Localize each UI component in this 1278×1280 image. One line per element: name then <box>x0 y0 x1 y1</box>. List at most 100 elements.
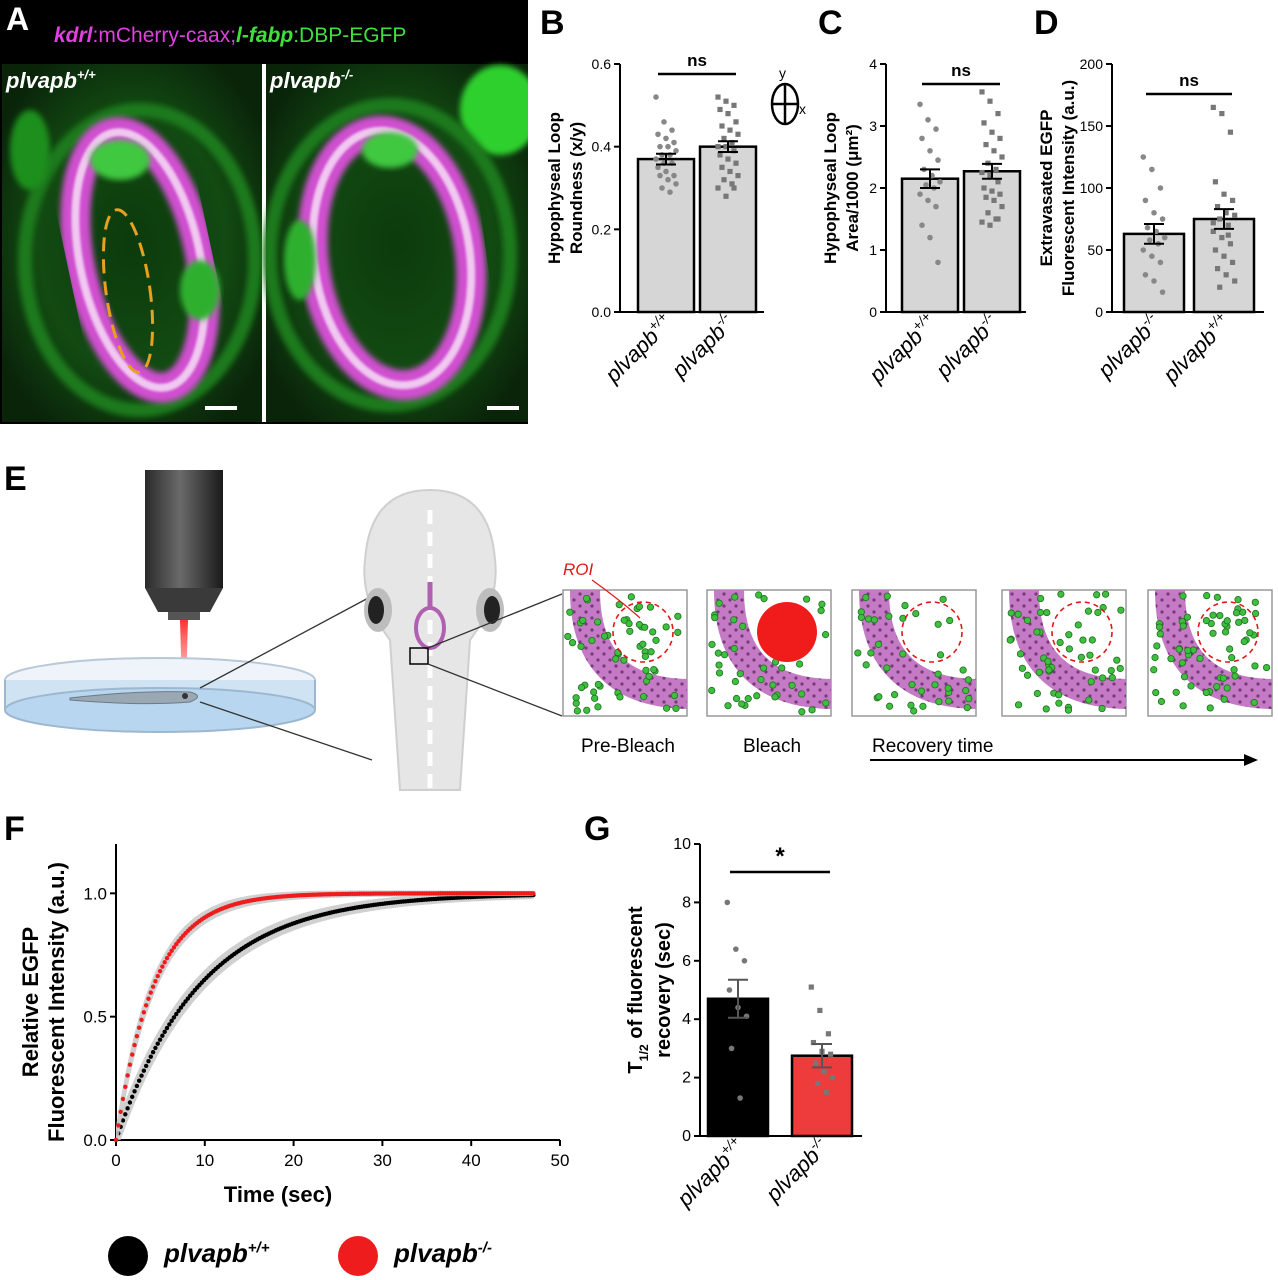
data-point <box>181 1002 186 1007</box>
data-point <box>178 1005 184 1010</box>
protein-dot <box>1087 678 1095 686</box>
protein-dot <box>724 702 732 710</box>
protein-dot <box>1152 688 1160 697</box>
protein-dot <box>1226 645 1234 653</box>
y-tick-label: 2 <box>682 1070 691 1087</box>
protein-dot <box>885 612 893 620</box>
protein-dot <box>919 702 927 710</box>
protein-dot <box>1045 666 1053 674</box>
data-point <box>817 1007 823 1014</box>
data-point <box>167 952 172 957</box>
data-point <box>118 1109 123 1114</box>
frap-content <box>564 590 687 715</box>
data-point <box>1210 220 1216 226</box>
protein-dot <box>1023 671 1032 679</box>
y-axis-label: Extravasated EGFP <box>1037 110 1056 267</box>
x-tick-label: 40 <box>462 1151 481 1170</box>
data-point <box>1159 216 1166 222</box>
data-point <box>1146 237 1153 243</box>
protein-dot <box>798 708 806 716</box>
data-point <box>143 1003 149 1008</box>
microscopy-images: A kdrl:mCherry-caax;l-fabp:DBP-EGFP plva… <box>0 0 540 424</box>
protein-dot <box>1014 701 1023 709</box>
protein-dot <box>755 591 763 599</box>
category-label: plvapb-/- <box>929 309 1003 383</box>
protein-dot <box>1179 622 1187 630</box>
data-point <box>653 94 659 100</box>
data-point <box>113 1137 119 1143</box>
protein-dot <box>1065 645 1073 653</box>
chart-b: 0.0 0.2 0.4 0.6 Hypophyseal Loop Roundness (x… <box>545 51 764 388</box>
protein-dot <box>566 608 574 616</box>
legend-label-wt: plvapb+/+ <box>164 1238 270 1268</box>
protein-dot <box>568 639 577 647</box>
data-point <box>120 1118 126 1123</box>
protein-dot <box>817 607 825 615</box>
protein-dot <box>1209 611 1217 619</box>
bar <box>706 997 770 1138</box>
y-tick-label: 0.4 <box>592 139 612 155</box>
y-tick-label: 0 <box>682 1128 691 1145</box>
protein-dot <box>753 692 761 700</box>
data-point <box>132 1089 137 1094</box>
data-point <box>985 210 991 216</box>
protein-dot <box>959 666 967 674</box>
data-point <box>997 135 1003 141</box>
protein-dot <box>901 601 909 610</box>
data-point <box>1227 241 1234 247</box>
protein-dot <box>1035 668 1043 676</box>
significance-label: ns <box>1179 71 1199 90</box>
data-point <box>1142 197 1149 204</box>
data-point <box>657 143 663 150</box>
protein-dot <box>857 613 866 622</box>
protein-dot <box>1206 704 1214 712</box>
protein-dot <box>963 704 971 712</box>
protein-dot <box>1175 645 1183 653</box>
protein-dot <box>1016 650 1025 658</box>
protein-dot <box>662 704 671 712</box>
y-axis-label: Fluorescent Intensity (a.u.) <box>44 862 69 1142</box>
protein-dot <box>757 676 765 684</box>
data-point <box>132 1042 137 1048</box>
protein-dot <box>910 707 918 715</box>
bar <box>1122 232 1186 314</box>
panel-label-f: F <box>4 810 25 848</box>
data-point <box>935 157 941 163</box>
data-point <box>160 964 165 969</box>
y-tick-label: 4 <box>682 1011 691 1028</box>
legend-marker-wt <box>108 1236 148 1276</box>
y-tick-label: 0 <box>1095 304 1103 320</box>
data-point <box>663 135 669 142</box>
y-axis-label: T1/2 of fluorescent <box>625 906 651 1074</box>
legend-label-mut: plvapb-/- <box>394 1238 492 1268</box>
protein-dot <box>1230 666 1238 674</box>
data-point <box>146 996 151 1001</box>
protein-dot <box>731 677 739 686</box>
sem-band <box>116 891 534 1140</box>
data-point <box>671 172 677 179</box>
protein-dot <box>730 644 738 653</box>
data-point <box>155 1041 160 1046</box>
protein-dot <box>1241 616 1249 625</box>
data-point <box>673 148 679 154</box>
data-point <box>136 1078 142 1083</box>
data-point <box>162 1029 167 1035</box>
protein-dot <box>798 690 806 698</box>
data-point <box>1214 266 1221 272</box>
data-point <box>987 222 993 228</box>
protein-dot <box>912 609 920 618</box>
protein-dot <box>730 616 738 624</box>
chart-c: 0 1 2 3 4 Hypophyseal Loop Area/1000 (μm²) plva… <box>821 56 1026 388</box>
data-point <box>139 1017 144 1023</box>
significance-label: * <box>775 843 785 870</box>
data-point <box>127 1100 133 1105</box>
protein-dot <box>1187 682 1195 690</box>
y-tick-label: 1 <box>869 242 877 258</box>
protein-dot <box>1235 618 1243 626</box>
data-point <box>1232 278 1238 284</box>
data-point <box>136 1025 142 1030</box>
protein-dot <box>1085 696 1093 704</box>
data-point <box>927 234 933 241</box>
protein-dot <box>1153 642 1161 650</box>
protein-dot <box>1117 606 1125 614</box>
